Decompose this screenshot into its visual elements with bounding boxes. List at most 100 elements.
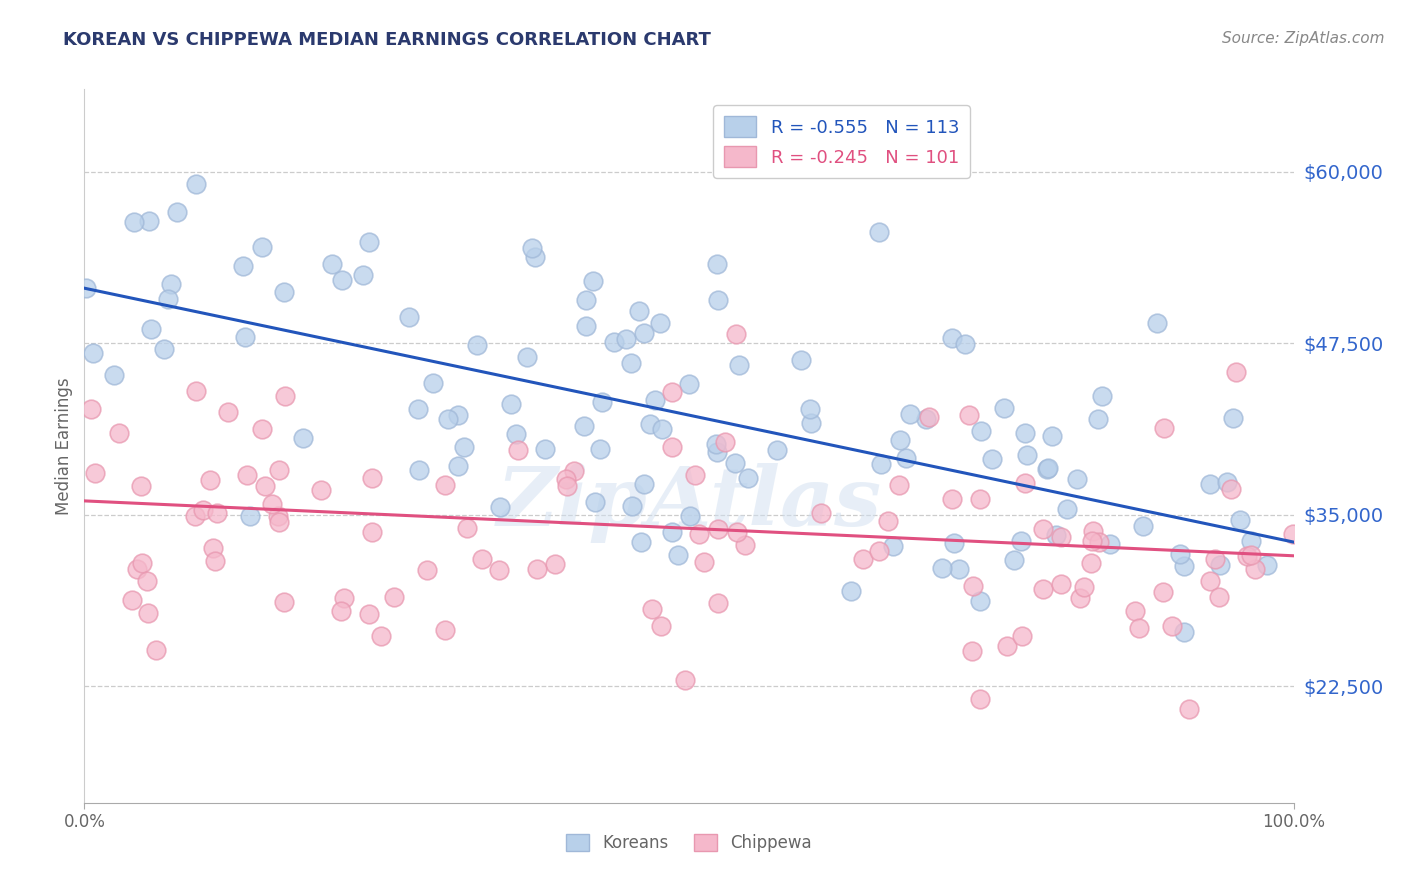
Point [1209,558,1232,573]
Point [650,619,672,633]
Point [641,601,664,615]
Point [359,607,381,621]
Point [675,673,697,687]
Point [1208,591,1230,605]
Point [122,215,145,229]
Point [725,524,748,539]
Point [141,322,163,336]
Point [1220,482,1243,496]
Point [589,442,612,456]
Point [706,257,728,271]
Point [434,623,457,637]
Point [889,478,911,492]
Point [522,241,544,255]
Point [357,235,380,249]
Point [1087,412,1109,426]
Point [995,639,1018,653]
Point [232,259,254,273]
Point [962,579,984,593]
Point [1240,548,1263,562]
Point [1240,533,1263,548]
Point [145,642,167,657]
Point [1199,477,1222,491]
Point [329,604,352,618]
Point [1032,582,1054,596]
Point [868,544,890,558]
Point [707,596,730,610]
Point [931,561,953,575]
Point [661,384,683,399]
Point [239,508,262,523]
Point [204,554,226,568]
Point [184,178,207,192]
Point [603,335,626,350]
Point [1014,475,1036,490]
Point [693,555,716,569]
Point [728,358,751,372]
Point [969,593,991,607]
Point [707,293,730,308]
Point [103,368,125,383]
Point [129,479,152,493]
Point [1244,562,1267,576]
Point [447,458,470,473]
Point [877,515,900,529]
Point [575,293,598,307]
Point [765,442,787,457]
Point [1229,513,1251,527]
Point [488,563,510,577]
Point [370,629,392,643]
Point [252,422,274,436]
Point [638,417,661,432]
Point [970,424,993,438]
Point [406,401,429,416]
Point [153,342,176,356]
Point [790,353,813,368]
Point [644,392,666,407]
Point [84,466,107,480]
Point [1173,558,1195,573]
Text: KOREAN VS CHIPPEWA MEDIAN EARNINGS CORRELATION CHART: KOREAN VS CHIPPEWA MEDIAN EARNINGS CORRE… [63,31,711,49]
Point [882,539,904,553]
Point [737,471,759,485]
Point [1014,426,1036,441]
Point [332,273,354,287]
Point [706,522,728,536]
Point [447,408,470,422]
Point [1036,461,1059,475]
Point [408,463,430,477]
Text: Source: ZipAtlas.com: Source: ZipAtlas.com [1222,31,1385,46]
Point [125,561,148,575]
Point [1123,604,1146,618]
Point [661,524,683,539]
Point [273,285,295,299]
Point [688,526,710,541]
Point [734,538,756,552]
Point [1017,448,1039,462]
Point [666,548,689,562]
Point [1173,624,1195,639]
Point [416,563,439,577]
Point [505,426,527,441]
Point [889,433,911,447]
Point [630,535,652,549]
Point [581,273,603,287]
Point [948,562,970,576]
Point [131,556,153,570]
Point [557,479,579,493]
Point [1002,553,1025,567]
Point [980,452,1002,467]
Point [121,593,143,607]
Point [191,503,214,517]
Point [333,591,356,606]
Point [262,497,284,511]
Point [1083,524,1105,539]
Point [941,492,963,507]
Point [678,376,700,391]
Point [575,318,598,333]
Point [1281,527,1303,541]
Point [1050,577,1073,591]
Point [1032,522,1054,536]
Point [269,515,291,529]
Point [361,471,384,485]
